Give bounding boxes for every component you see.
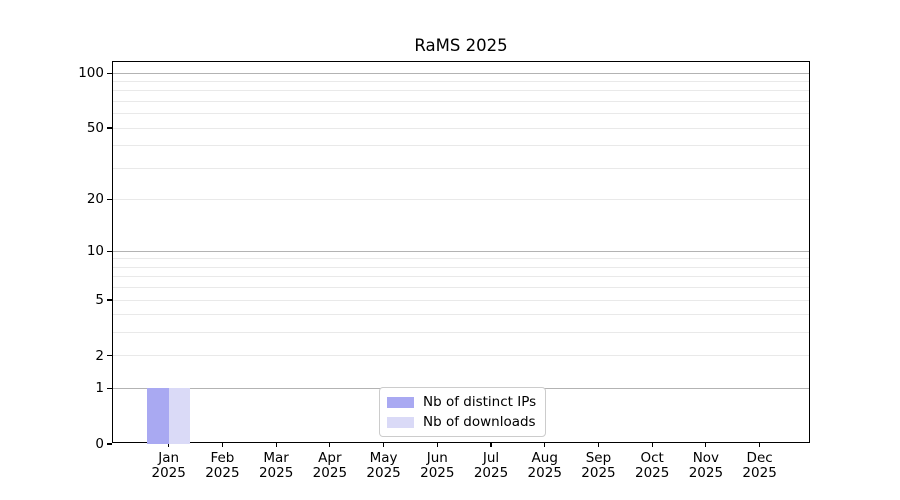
legend-item-distinct-ips: Nb of distinct IPs: [387, 394, 536, 410]
x-tick-year: 2025: [527, 465, 562, 481]
bar-nb-of-distinct-ips: [147, 388, 169, 444]
y-tick-label: 50: [86, 120, 104, 137]
y-tick-label: 1: [95, 380, 104, 397]
bar-nb-of-downloads: [168, 388, 191, 444]
y-gridline-minor: [113, 258, 809, 260]
y-gridline-minor: [113, 314, 809, 316]
y-gridline-minor: [113, 198, 809, 200]
y-gridline-major: [113, 250, 809, 252]
x-tick-label: Jan 2025: [141, 451, 197, 481]
x-tick-label: Feb 2025: [194, 451, 250, 481]
y-gridline-minor: [113, 113, 809, 115]
x-tick-month: Jan: [158, 450, 180, 466]
x-tick: [436, 442, 438, 447]
x-tick-label: Oct 2025: [624, 451, 680, 481]
x-tick-year: 2025: [312, 465, 348, 481]
y-gridline-minor: [113, 287, 809, 289]
y-gridline-minor: [113, 145, 809, 147]
y-tick-label: 0: [95, 436, 104, 452]
y-gridline-major: [113, 72, 809, 74]
y-tick: [107, 355, 112, 357]
x-tick: [490, 442, 492, 447]
x-tick-month: Nov: [692, 450, 720, 466]
legend: Nb of distinct IPs Nb of downloads: [379, 387, 547, 437]
x-tick: [597, 442, 600, 447]
y-tick-label: 5: [95, 292, 104, 308]
x-tick-label: Jul 2025: [463, 451, 519, 481]
x-tick-month: May: [369, 450, 398, 466]
x-tick-year: 2025: [581, 465, 616, 481]
y-gridline-minor: [113, 127, 809, 129]
y-gridline-minor: [113, 355, 809, 357]
x-tick-year: 2025: [205, 465, 240, 481]
y-gridline-minor: [113, 332, 809, 334]
x-tick-year: 2025: [742, 465, 777, 481]
x-tick: [275, 442, 277, 447]
x-tick: [329, 442, 331, 447]
x-tick: [544, 442, 546, 447]
x-tick-month: Jul: [482, 450, 500, 466]
legend-label-downloads: Nb of downloads: [423, 414, 536, 430]
x-tick-month: Feb: [210, 450, 235, 466]
y-tick: [107, 127, 112, 129]
x-tick-year: 2025: [634, 465, 670, 481]
y-gridline-minor: [113, 167, 809, 169]
y-tick: [107, 387, 112, 389]
x-tick-label: Aug 2025: [517, 451, 573, 481]
y-tick: [107, 72, 112, 74]
x-tick-month: Dec: [746, 450, 773, 466]
x-tick-month: Oct: [640, 450, 664, 466]
x-tick-month: Aug: [531, 450, 558, 466]
x-tick-label: Nov 2025: [678, 451, 734, 481]
y-tick-label: 100: [78, 65, 104, 82]
x-tick-label: Jun 2025: [409, 451, 465, 481]
x-tick-year: 2025: [151, 465, 186, 481]
x-tick-year: 2025: [420, 465, 455, 481]
x-tick-year: 2025: [473, 465, 509, 481]
legend-swatch-downloads: [387, 416, 414, 428]
x-tick-month: Apr: [318, 450, 342, 466]
plot-area: Nb of distinct IPs Nb of downloads 0 1 2 5 1…: [78, 61, 810, 481]
x-tick-month: Sep: [585, 450, 612, 466]
x-tick: [382, 442, 385, 447]
x-tick: [651, 442, 653, 447]
y-tick-label: 20: [86, 191, 104, 208]
y-gridline-minor: [113, 299, 809, 301]
legend-swatch-distinct-ips: [387, 396, 414, 408]
y-gridline-minor: [113, 90, 809, 92]
x-tick-year: 2025: [258, 465, 294, 481]
chart-title: RaMS 2025: [414, 36, 508, 55]
x-tick-year: 2025: [366, 465, 401, 481]
x-tick: [705, 442, 707, 447]
x-tick: [168, 442, 170, 447]
y-tick: [107, 250, 112, 252]
y-gridline-minor: [113, 276, 809, 278]
y-tick: [107, 198, 112, 200]
x-tick-year: 2025: [688, 465, 724, 481]
y-gridline-minor: [113, 100, 809, 102]
x-tick-month: Mar: [263, 450, 289, 466]
x-tick-label: May 2025: [356, 451, 412, 481]
x-tick-label: Dec 2025: [732, 451, 788, 481]
y-gridline-minor: [113, 81, 809, 82]
x-tick-label: Apr 2025: [302, 451, 358, 481]
legend-item-downloads: Nb of downloads: [387, 414, 536, 430]
y-tick-label: 10: [86, 243, 104, 260]
legend-label-distinct-ips: Nb of distinct IPs: [423, 394, 537, 410]
x-tick-month: Jun: [426, 450, 448, 466]
x-tick: [759, 442, 761, 447]
x-tick-label: Sep 2025: [570, 451, 626, 481]
y-tick: [107, 443, 112, 445]
y-gridline-minor: [113, 266, 809, 268]
x-tick: [221, 442, 223, 447]
y-tick: [107, 299, 112, 301]
y-tick-label: 2: [95, 347, 104, 364]
x-tick-label: Mar 2025: [248, 451, 304, 481]
